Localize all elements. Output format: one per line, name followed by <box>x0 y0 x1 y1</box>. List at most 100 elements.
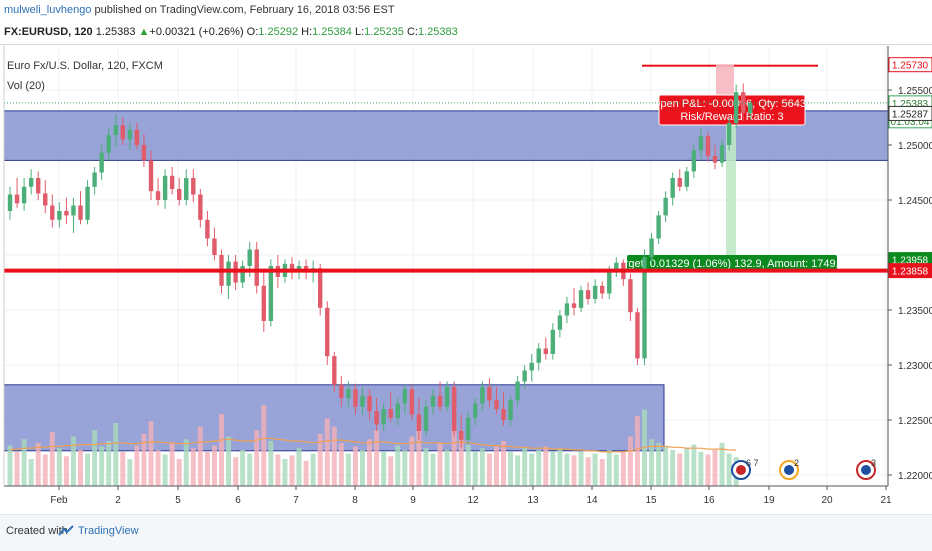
footer-bar: Created with TradingView <box>0 514 932 551</box>
volume-bar <box>63 456 69 486</box>
target-text: Target: 0.01329 (1.06%) 132.9, Amount: 1… <box>613 258 851 270</box>
volume-bar <box>409 436 415 486</box>
x-tick-label: Feb <box>50 495 68 506</box>
candle-body <box>205 219 210 239</box>
volume-ma <box>9 437 737 453</box>
volume-bar <box>345 453 351 486</box>
target-region <box>726 117 736 258</box>
candle-body <box>726 123 732 145</box>
volume-bar <box>705 454 711 486</box>
volume-bar <box>352 446 358 486</box>
x-tick-label: 8 <box>352 495 358 506</box>
volume-bar <box>684 448 690 486</box>
volume-legend[interactable]: Vol (20) <box>7 80 45 92</box>
candle-body <box>92 172 97 187</box>
candle-body <box>437 395 443 407</box>
tradingview-link[interactable]: TradingView <box>78 525 139 537</box>
volume-bar <box>289 455 295 486</box>
candle-body <box>733 92 739 123</box>
volume-bar <box>564 453 570 486</box>
volume-bar <box>169 442 175 486</box>
candle-body <box>318 268 323 308</box>
candle-body <box>691 150 697 172</box>
volume-bar <box>106 441 112 486</box>
candle-body <box>64 211 69 216</box>
y-tick-label: 1.25000 <box>898 141 932 152</box>
volume-bar <box>585 457 591 486</box>
low-value: 1.25235 <box>364 26 404 38</box>
volume-bar <box>197 426 203 486</box>
volume-bar <box>261 405 267 486</box>
volume-bar <box>381 451 387 486</box>
candle-body <box>78 205 83 220</box>
volume-bar <box>712 450 718 486</box>
symbol-label[interactable]: FX:EURUSD, 120 <box>4 26 93 38</box>
author-link[interactable]: mulweli_luvhengo <box>4 4 92 16</box>
horizontal-line <box>4 268 888 273</box>
volume-bar <box>141 433 147 486</box>
volume-bar <box>85 453 91 486</box>
pnl-box <box>658 94 806 126</box>
horizontal-level[interactable] <box>4 102 888 273</box>
target-box <box>627 255 837 272</box>
volume-bar <box>324 418 330 486</box>
candle-body <box>656 215 661 239</box>
long-position-tool[interactable]: Open P&L: -0.00096, Qty: 56433Risk/Rewar… <box>613 64 851 272</box>
close-value: 1.25383 <box>417 26 458 38</box>
volume-bar <box>508 451 514 486</box>
volume-bar <box>331 426 337 486</box>
volume-bar <box>493 446 499 486</box>
event-count: 3 <box>871 458 876 468</box>
candle-body <box>494 400 499 409</box>
volume-bar <box>211 445 217 486</box>
rr-text: Risk/Reward Ratio: 3 <box>680 111 783 123</box>
volume-bar <box>557 448 563 486</box>
y-tick-label: 1.23000 <box>898 361 932 372</box>
candle-body <box>191 178 196 195</box>
candle-body <box>614 262 619 272</box>
volume-bar <box>367 439 373 486</box>
candle-body <box>134 129 140 145</box>
x-tick-label: 16 <box>703 495 715 506</box>
candle-body <box>212 238 217 255</box>
price-label-box <box>888 57 932 73</box>
candle-body <box>374 411 379 425</box>
volume-bar <box>176 459 182 486</box>
x-tick-label: 12 <box>467 495 479 506</box>
volume-bar <box>240 450 246 486</box>
y-tick-label: 1.22000 <box>898 471 932 482</box>
volume-bar <box>543 446 549 486</box>
candle-body <box>585 290 591 299</box>
event-flag-icon <box>784 465 794 475</box>
volume-bar <box>303 460 309 486</box>
candle-body <box>141 145 147 161</box>
price-chart[interactable]: Open P&L: -0.00096, Qty: 56433Risk/Rewar… <box>0 0 932 514</box>
volume-bar <box>70 436 76 486</box>
volume-bar <box>550 451 556 486</box>
candle-body <box>698 136 704 151</box>
candle-body <box>529 362 534 371</box>
price-labels: 1.25730 1.25383 01:03:041.25287 1.239581.23… <box>888 57 932 279</box>
candle-body <box>28 178 34 187</box>
volume-bars <box>7 405 739 486</box>
x-tick-label: 5 <box>175 495 181 506</box>
volume-bar <box>515 455 521 486</box>
volume-bar <box>42 454 48 486</box>
candle-body <box>7 194 13 211</box>
chart-legend-title[interactable]: Euro Fx/U.S. Dollar, 120, FXCM <box>7 60 163 72</box>
candle-body <box>578 290 584 308</box>
economic-events[interactable]: 6 7 2 3 <box>731 458 876 480</box>
candle-body <box>43 193 48 206</box>
candle-body <box>466 417 471 440</box>
volume-bar <box>360 450 365 486</box>
candle-body <box>508 400 513 420</box>
volume-bar <box>529 453 535 486</box>
supply-demand-zones <box>3 110 889 452</box>
publish-info: mulweli_luvhengo published on TradingVie… <box>4 4 395 16</box>
price-label: 1.25730 <box>892 61 929 72</box>
last-price: 1.25383 <box>95 26 136 38</box>
volume-bar <box>479 448 485 486</box>
header-divider <box>0 44 932 45</box>
price-label-box <box>888 105 932 121</box>
candle-body <box>416 414 422 431</box>
